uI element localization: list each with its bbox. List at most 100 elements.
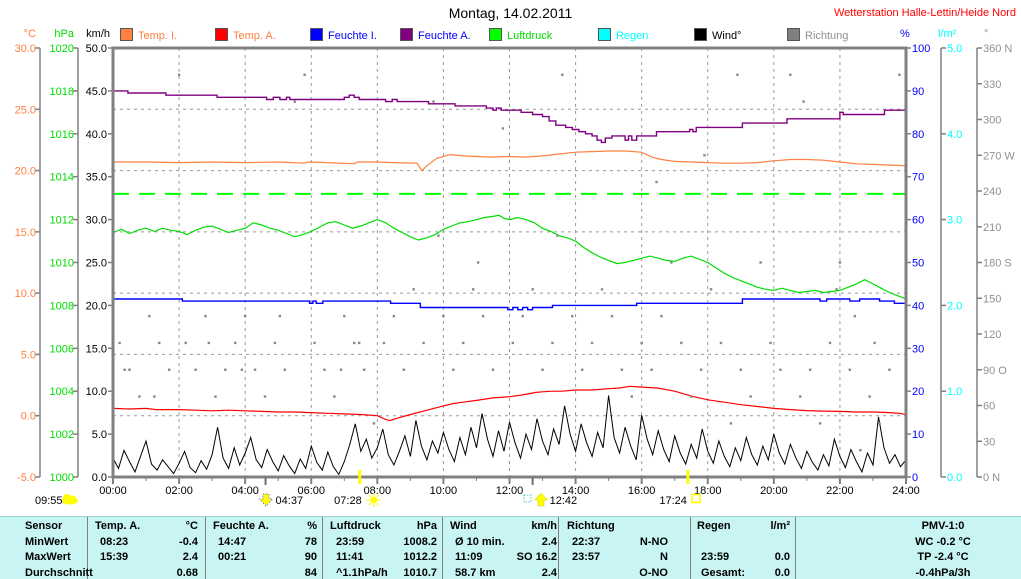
table-cell: 2.4 xyxy=(182,551,198,563)
richtung-dot xyxy=(789,73,792,77)
richtung-dot xyxy=(234,341,237,345)
richtung-dot xyxy=(556,234,559,237)
legend-item-luftdruck: Luftdruck xyxy=(489,28,552,42)
axis-tick-label: 150 xyxy=(983,293,1001,305)
axis-tick-label: 240 xyxy=(983,186,1001,198)
richtung-dot xyxy=(293,100,296,103)
table-cell: 0.0 xyxy=(774,566,790,579)
legend-swatch-icon xyxy=(598,28,611,41)
axis-tick-label: 20 xyxy=(912,386,924,398)
axis-tick-label: 50 xyxy=(912,258,924,270)
table-cell: PMV-1:0 xyxy=(921,520,965,532)
time-label: 16:00 xyxy=(628,485,656,497)
axis-tick-label: 1002 xyxy=(50,429,74,441)
legend-item-temp-i: Temp. I. xyxy=(120,28,177,42)
table-cell: -0.4 xyxy=(179,535,198,548)
unit-label-percent: % xyxy=(900,28,910,40)
richtung-dot xyxy=(273,341,277,345)
axis-tick-label: 0.0 xyxy=(21,411,36,423)
axis-tick-label: 40.0 xyxy=(86,129,107,141)
richtung-dot xyxy=(442,314,445,318)
richtung-dot xyxy=(476,261,480,264)
legend-swatch-icon xyxy=(215,28,228,41)
table-cell: % xyxy=(307,520,317,532)
time-label: 12:00 xyxy=(496,485,524,497)
table-cell: Gesamt: xyxy=(701,566,746,579)
legend-label: Temp. I. xyxy=(138,30,178,42)
richtung-dot xyxy=(253,368,257,371)
richtung-dot xyxy=(878,422,881,425)
richtung-dot xyxy=(422,341,425,345)
table-cell: 22:37 xyxy=(572,535,601,548)
richtung-dot xyxy=(769,341,772,345)
richtung-dot xyxy=(888,368,891,371)
richtung-dot xyxy=(123,368,126,371)
moonset-arrow-down-icon xyxy=(258,493,274,507)
richtung-dot xyxy=(521,314,524,318)
astro-time-label: 07:28 xyxy=(334,495,362,507)
table-cell: 78 xyxy=(304,535,317,548)
richtung-dot xyxy=(561,73,564,77)
axis-tick-label: 30.0 xyxy=(15,44,36,55)
richtung-dot xyxy=(808,368,812,371)
axis-tick-label: 10.0 xyxy=(15,288,36,300)
richtung-dot xyxy=(243,314,247,318)
richtung-dot xyxy=(224,368,227,371)
legend-item-temp-a: Temp. A. xyxy=(215,28,276,42)
axis-tick-label: 45.0 xyxy=(86,86,107,98)
legend-swatch-icon xyxy=(489,28,502,41)
table-cell: hPa xyxy=(416,520,437,532)
richtung-dot xyxy=(323,368,326,371)
richtung-dot xyxy=(580,368,584,371)
richtung-dot xyxy=(873,341,876,345)
table-cell: Temp. A. xyxy=(95,520,141,532)
axis-tick-label: 25.0 xyxy=(86,258,107,270)
richtung-dot xyxy=(759,261,762,264)
richtung-dot xyxy=(541,368,544,371)
richtung-dot xyxy=(118,341,121,345)
axis-tick-label: 1010 xyxy=(50,258,74,270)
axis-tick-label: 30 xyxy=(912,343,924,355)
table-cell: Luftdruck xyxy=(330,520,381,532)
axis-tick-label: 0.0 xyxy=(947,472,962,484)
richtung-dot xyxy=(432,100,435,103)
axis-tick-label: 90 O xyxy=(983,365,1007,377)
legend-row: °C hPa km/h Temp. I. Temp. A. Feuchte I.… xyxy=(0,28,1021,43)
table-cell: 2.4 xyxy=(541,566,557,579)
richtung-dot xyxy=(828,341,832,345)
legend-label: Luftdruck xyxy=(507,30,553,42)
richtung-dot xyxy=(353,341,356,345)
table-cell: Durchschnitt xyxy=(25,566,93,579)
table-cell: 1010.7 xyxy=(403,566,437,579)
axis-tick-label: 330 xyxy=(983,79,1001,91)
table-cell: Sensor xyxy=(25,520,63,532)
table-cell: 58.7 km xyxy=(455,566,496,579)
sunrise-sun-icon xyxy=(370,496,378,504)
axis-tick-label: 1.0 xyxy=(947,386,962,398)
legend-swatch-icon xyxy=(787,28,800,41)
legend-label: Richtung xyxy=(805,30,849,42)
axis-tick-label: 1004 xyxy=(50,386,74,398)
axis-tick-label: 5.0 xyxy=(92,429,107,441)
axis-tick-label: 15.0 xyxy=(86,343,107,355)
axis-tick-label: 300 xyxy=(983,115,1001,127)
table-cell: N xyxy=(660,551,668,563)
axis-tick-label: 360 N xyxy=(983,44,1012,55)
richtung-dot xyxy=(838,261,842,264)
richtung-dot xyxy=(779,368,782,371)
richtung-dot xyxy=(835,288,838,291)
richtung-dot xyxy=(859,448,862,452)
astro-time-label: 09:55 xyxy=(35,495,63,507)
axis-tick-label: 1018 xyxy=(50,86,74,98)
axis-tick-label: 90 xyxy=(912,86,924,98)
richtung-dot xyxy=(491,368,495,371)
time-label: 02:00 xyxy=(165,485,193,497)
richtung-dot xyxy=(167,368,171,371)
unit-label-lm2: l/m² xyxy=(938,28,957,40)
richtung-dot xyxy=(177,73,181,77)
axis-tick-label: 10 xyxy=(912,429,924,441)
series-feuchtei xyxy=(113,298,906,311)
moonrise-box-icon xyxy=(523,494,532,503)
legend-item-feuchte-i: Feuchte I. xyxy=(310,28,377,42)
series-tempi xyxy=(113,150,907,172)
